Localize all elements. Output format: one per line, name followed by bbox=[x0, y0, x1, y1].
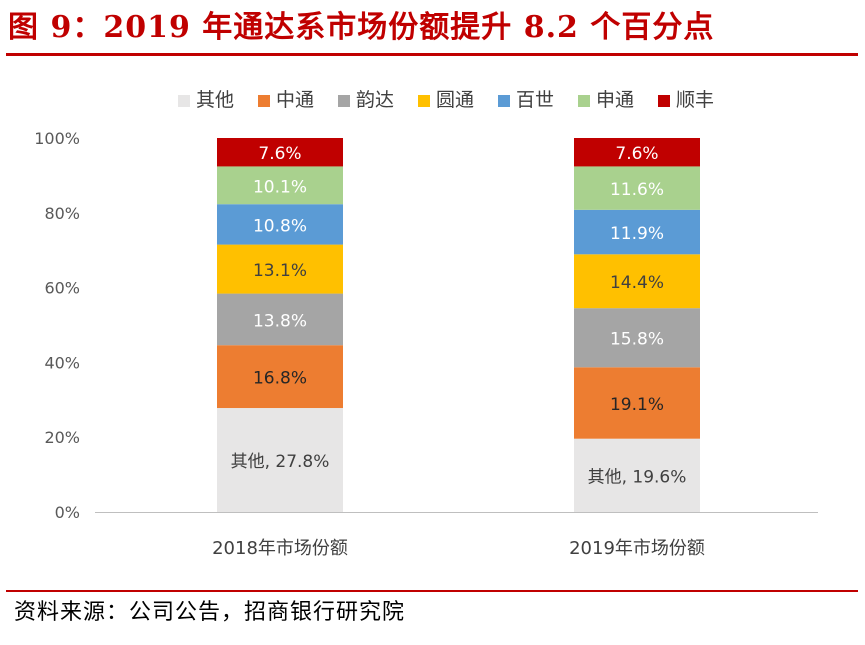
legend-label-5: 申通 bbox=[596, 89, 634, 111]
legend-swatch-5 bbox=[578, 95, 590, 107]
bar-segment bbox=[217, 204, 343, 245]
data-label: 其他, 19.6% bbox=[588, 467, 687, 487]
bar-segment bbox=[574, 209, 700, 255]
legend-label-3: 圆通 bbox=[436, 89, 474, 111]
bar-segment bbox=[574, 138, 700, 167]
data-label: 19.1% bbox=[610, 395, 664, 415]
source-divider bbox=[6, 590, 858, 592]
data-label: 15.8% bbox=[610, 330, 664, 350]
figure-title: 图 9：2019 年通达系市场份额提升 8.2 个百分点 bbox=[8, 10, 715, 45]
legend-label-1: 中通 bbox=[276, 89, 314, 111]
legend-swatch-6 bbox=[658, 95, 670, 107]
bar-segment bbox=[217, 138, 343, 167]
data-label: 11.6% bbox=[610, 180, 664, 200]
legend-label-6: 顺丰 bbox=[676, 89, 714, 111]
bar-segment bbox=[217, 293, 343, 346]
x-category-label: 2019年市场份额 bbox=[569, 538, 705, 559]
data-label: 13.1% bbox=[253, 261, 307, 281]
bar-segment bbox=[574, 438, 700, 512]
y-tick-label: 40% bbox=[44, 353, 80, 372]
bar-segment bbox=[574, 367, 700, 439]
data-label: 其他, 27.8% bbox=[231, 452, 330, 472]
source-note: 资料来源：公司公告，招商银行研究院 bbox=[14, 600, 406, 625]
stacked-bar-chart: 其他 中通 韵达 圆通 百世 申通 顺丰 0% 20% 40% 60% 80% 100% 其他, 27.8… bbox=[34, 89, 818, 559]
bar-segment bbox=[217, 166, 343, 205]
legend-label-4: 百世 bbox=[516, 89, 554, 111]
data-label: 10.8% bbox=[253, 216, 307, 236]
y-tick-label: 0% bbox=[55, 503, 80, 522]
data-label: 10.1% bbox=[253, 177, 307, 197]
y-tick-label: 20% bbox=[44, 428, 80, 447]
title-underline bbox=[6, 53, 858, 56]
bar-segment bbox=[217, 244, 343, 294]
x-category-label: 2018年市场份额 bbox=[212, 538, 348, 559]
data-label: 11.9% bbox=[610, 224, 664, 244]
bar-segment bbox=[574, 308, 700, 368]
bar-segment bbox=[574, 254, 700, 309]
data-label: 7.6% bbox=[615, 144, 658, 164]
legend-label-2: 韵达 bbox=[356, 89, 394, 111]
bar-segment bbox=[574, 166, 700, 210]
bar-segment bbox=[217, 408, 343, 512]
y-tick-label: 60% bbox=[44, 279, 80, 298]
legend-swatch-4 bbox=[498, 95, 510, 107]
data-label: 16.8% bbox=[253, 369, 307, 389]
data-label: 14.4% bbox=[610, 273, 664, 293]
legend-swatch-1 bbox=[258, 95, 270, 107]
bar-segment bbox=[217, 345, 343, 409]
data-label: 13.8% bbox=[253, 311, 307, 331]
legend-swatch-2 bbox=[338, 95, 350, 107]
y-tick-label: 80% bbox=[44, 204, 80, 223]
legend-swatch-3 bbox=[418, 95, 430, 107]
legend-swatch-0 bbox=[178, 95, 190, 107]
data-label: 7.6% bbox=[258, 144, 301, 164]
legend-label-0: 其他 bbox=[196, 89, 234, 111]
y-tick-label: 100% bbox=[34, 129, 80, 148]
